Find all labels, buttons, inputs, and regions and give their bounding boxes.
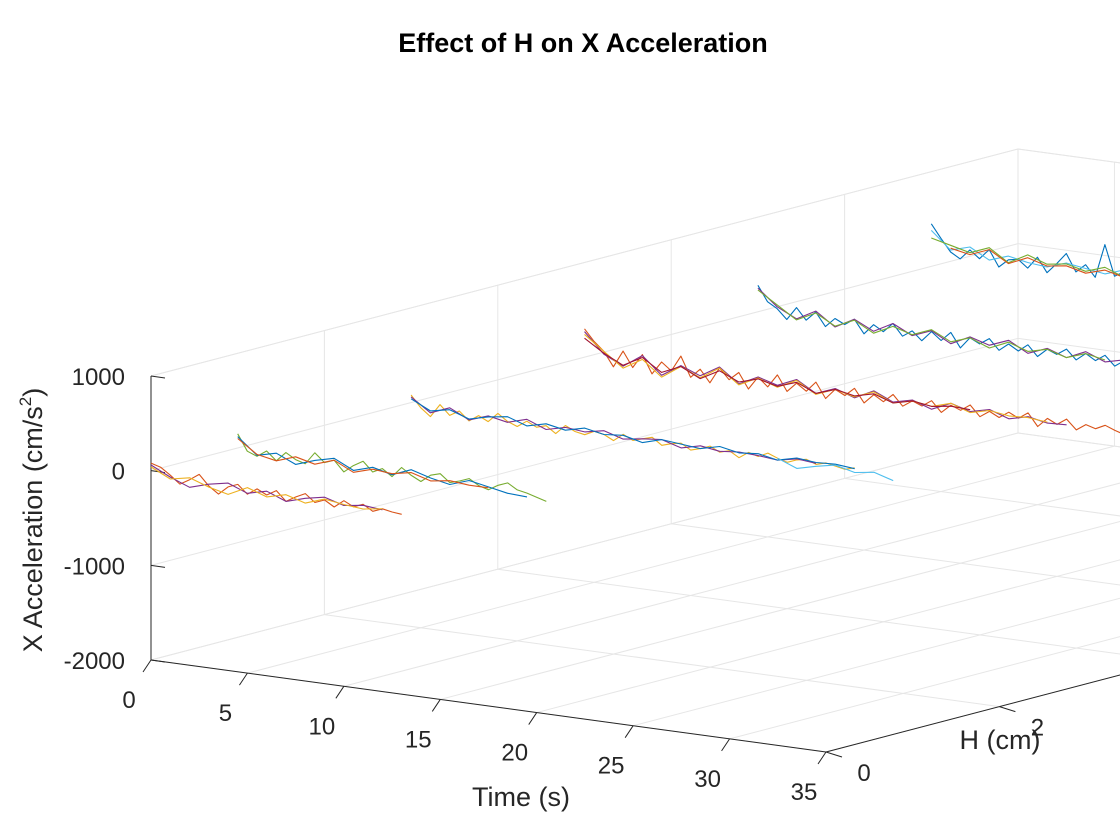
x-tick-mark <box>624 725 634 738</box>
z-tick-mark <box>150 564 166 568</box>
x-axis-label: Time (s) <box>472 782 570 812</box>
grid-line <box>1017 432 1120 448</box>
series-line <box>931 237 1120 276</box>
x-tick-label: 0 <box>122 687 135 714</box>
grid-line <box>440 520 1120 700</box>
y-tick-label: 2 <box>1031 715 1044 742</box>
y-tick-mark <box>999 706 1016 713</box>
grid-line <box>247 445 1115 674</box>
grid-line <box>1017 432 1120 448</box>
series-line <box>237 438 489 489</box>
series-line <box>584 337 971 411</box>
y-tick-label: 0 <box>857 760 870 787</box>
z-tick-mark <box>150 659 166 663</box>
series-line <box>150 466 383 510</box>
grid-line <box>825 674 1120 753</box>
grid-lines <box>150 148 1120 753</box>
series-traces <box>150 223 1120 515</box>
series-line <box>930 230 1120 275</box>
series-line <box>584 333 1048 423</box>
grid-line <box>1017 148 1120 164</box>
grid-line <box>343 482 1120 687</box>
z-tick-label: 0 <box>112 459 125 486</box>
grid-line <box>633 597 1120 727</box>
y-axis-label: H (cm) <box>960 725 1041 755</box>
x-tick-mark <box>817 751 827 765</box>
box-edge <box>1017 148 1120 164</box>
series-line <box>410 394 855 470</box>
grid-line <box>150 432 1019 661</box>
grid-line <box>729 636 1120 740</box>
x-tick-label: 5 <box>219 700 232 727</box>
series-line <box>410 398 855 470</box>
x-tick-mark <box>239 672 248 686</box>
box-edge <box>825 674 1120 753</box>
series-line <box>584 328 1120 434</box>
z-tick-label: -1000 <box>64 553 125 580</box>
x-axis-line <box>150 659 827 753</box>
series-line <box>584 331 1067 426</box>
y-axis-line <box>825 674 1120 753</box>
grid-line <box>324 614 1000 708</box>
grid-line <box>150 337 1019 566</box>
x-tick-label: 25 <box>598 753 625 780</box>
y-tick-mark <box>825 751 843 758</box>
series-line <box>930 223 1120 278</box>
z-axis-label: X Acceleration (cm/s2) <box>16 388 48 653</box>
x-tick-mark <box>528 712 538 725</box>
x-tick-label: 15 <box>405 726 432 753</box>
grid-line <box>150 243 1019 472</box>
grid-line <box>536 559 1120 714</box>
series-line <box>777 457 894 482</box>
z-tick-mark <box>150 375 166 379</box>
x-tick-label: 35 <box>791 779 818 806</box>
chart-title: Effect of H on X Acceleration <box>398 28 768 58</box>
grid-line <box>497 568 1120 655</box>
series-line <box>150 464 383 511</box>
z-tick-label: -2000 <box>64 648 125 675</box>
box-edge <box>150 148 1019 377</box>
x-tick-label: 30 <box>694 766 721 793</box>
x-tick-mark <box>431 699 441 712</box>
grid-line <box>844 477 1120 517</box>
series-line <box>757 289 1106 361</box>
z-tick-label: 1000 <box>72 364 125 391</box>
series-line <box>950 247 1120 277</box>
x-tick-label: 10 <box>309 713 336 740</box>
series-line <box>757 285 1120 367</box>
series-line <box>237 433 547 502</box>
x-tick-mark <box>335 686 345 699</box>
x-tick-label: 20 <box>501 740 528 767</box>
x-tick-mark <box>142 659 152 673</box>
grid-line <box>671 523 1120 586</box>
x-tick-mark <box>721 738 730 752</box>
